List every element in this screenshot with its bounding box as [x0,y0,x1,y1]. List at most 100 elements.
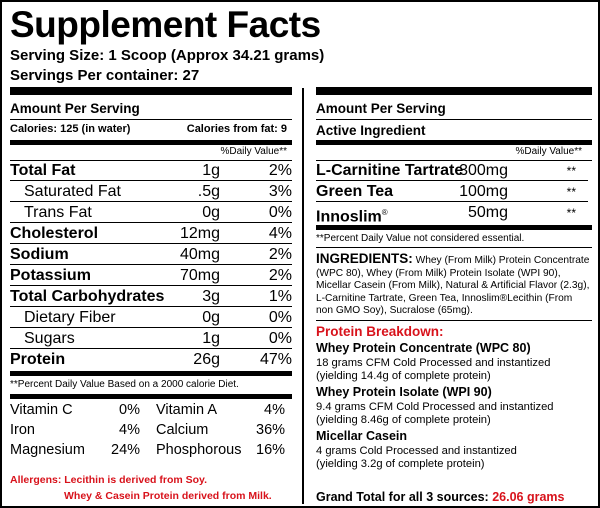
serving-size: Serving Size: 1 Scoop (Approx 34.21 gram… [10,47,325,64]
active-name: Innoslim® [316,204,388,226]
right-daily-value-header: %Daily Value** [515,146,582,157]
nutrient-amount: 1g [202,330,220,347]
rule [10,140,292,145]
vitamin-name: Iron [10,422,35,438]
nutrient-row-protein: Protein 26g 47% [10,350,292,370]
nutrient-row-saturated-fat: Saturated Fat .5g 3% [10,182,292,202]
row-separator [10,243,292,244]
thick-rule-left [10,87,292,95]
rule [316,320,592,321]
nutrient-amount: 1g [202,162,220,179]
nutrient-amount: 3g [202,288,220,305]
active-dv: ** [566,185,576,199]
breakdown-line: 18 grams CFM Cold Processed and instanti… [316,357,551,369]
nutrient-name: Cholesterol [10,225,99,242]
nutrient-name: Total Fat [10,162,76,179]
nutrient-row-sodium: Sodium 40mg 2% [10,245,292,265]
rule [10,371,292,376]
nutrient-pct: 4% [268,225,292,242]
nutrient-row-potassium: Potassium 70mg 2% [10,266,292,286]
servings-per-container: Servings Per container: 27 [10,67,200,84]
grand-total-value: 26.06 grams [492,490,565,504]
nutrient-row-total-carbohydrates: Total Carbohydrates 3g 1% [10,287,292,307]
breakdown-head: Whey Protein Isolate (WPI 90) [316,385,492,399]
vitamin-name: Calcium [156,422,209,438]
calories-from-fat: Calories from fat: 9 [186,123,287,135]
nutrient-amount: 70mg [179,267,220,284]
breakdown-line: (yielding 8.46g of complete protein) [316,414,491,426]
nutrient-name: Sugars [24,330,75,347]
nutrient-pct: 2% [268,267,292,284]
active-row-green-tea: Green Tea 100mg ** [316,182,588,202]
rule [10,160,292,161]
row-separator [10,264,292,265]
row-separator [316,180,588,181]
nutrient-amount: 0g [202,204,220,221]
thick-rule-right [316,87,592,95]
vitamin-name: Phosphorous [156,442,242,458]
nutrient-amount: 40mg [179,246,220,263]
nutrient-pct: 2% [268,246,292,263]
row-separator [10,348,292,349]
vitamin-pct: 24% [111,442,141,458]
nutrient-pct: 0% [268,204,292,221]
row-separator [10,180,292,181]
right-amount-per-serving: Amount Per Serving [316,101,446,116]
column-divider [302,88,304,504]
allergens-line-2: Whey & Casein Protein derived from Milk. [64,490,272,502]
rule [10,394,292,399]
nutrient-row-cholesterol: Cholesterol 12mg 4% [10,224,292,244]
row-separator [10,201,292,202]
grand-total: Grand Total for all 3 sources: 26.06 gra… [316,491,565,504]
row-separator [10,285,292,286]
registered-mark: ® [381,208,388,217]
nutrient-row-dietary-fiber: Dietary Fiber 0g 0% [10,308,292,328]
right-footnote: **Percent Daily Value not considered ess… [316,233,525,244]
label-title: Supplement Facts [10,4,321,45]
protein-breakdown-title: Protein Breakdown: [316,324,444,339]
nutrient-pct: 0% [268,309,292,326]
active-name-text: Green Tea [316,183,394,200]
breakdown-line: (yielding 3.2g of complete protein) [316,458,485,470]
rule [316,140,592,145]
rule [316,247,592,248]
ingredients-label: INGREDIENTS: [316,251,413,266]
active-name: Green Tea [316,183,393,201]
nutrient-name: Potassium [10,267,91,284]
nutrient-name: Sodium [10,246,69,263]
nutrient-row-trans-fat: Trans Fat 0g 0% [10,203,292,223]
ingredients-text: Whey (From Milk) Protein Concentrate (WP… [316,255,590,317]
grand-total-label: Grand Total for all 3 sources: [316,490,489,504]
breakdown-line: (yielding 14.4g of complete protein) [316,370,491,382]
vitamin-name: Magnesium [10,442,85,458]
ingredients-block: INGREDIENTS: Whey (From Milk) Protein Co… [316,251,592,318]
breakdown-line: 4 grams Cold Processed and instantized [316,445,517,457]
row-separator [316,201,588,202]
nutrient-amount: 26g [193,351,220,368]
nutrient-amount: 0g [202,309,220,326]
rule [316,160,592,161]
vitamin-pct: 36% [256,422,286,438]
active-row-innoslim: Innoslim® 50mg ** [316,203,588,226]
active-name-text: L-Carnitine Tartrate [316,162,464,179]
nutrient-pct: 1% [268,288,292,305]
active-amount: 100mg [459,183,508,200]
vitamin-pct: 16% [256,442,286,458]
calories: Calories: 125 (in water) [10,123,131,135]
nutrient-pct: 0% [268,330,292,347]
rule [316,225,592,230]
breakdown-line: 9.4 grams CFM Cold Processed and instant… [316,401,554,413]
left-footnote: **Percent Daily Value Based on a 2000 ca… [10,379,239,390]
vitamin-name: Vitamin C [10,402,73,418]
nutrient-name: Saturated Fat [24,183,121,200]
row-separator [10,222,292,223]
row-separator [10,327,292,328]
nutrient-name: Total Carbohydrates [10,288,165,305]
rule [10,119,292,120]
nutrient-name: Dietary Fiber [24,309,116,326]
vitamin-pct: 0% [119,402,140,418]
nutrient-amount: 12mg [179,225,220,242]
active-dv: ** [566,206,576,220]
nutrient-amount: .5g [197,183,220,200]
